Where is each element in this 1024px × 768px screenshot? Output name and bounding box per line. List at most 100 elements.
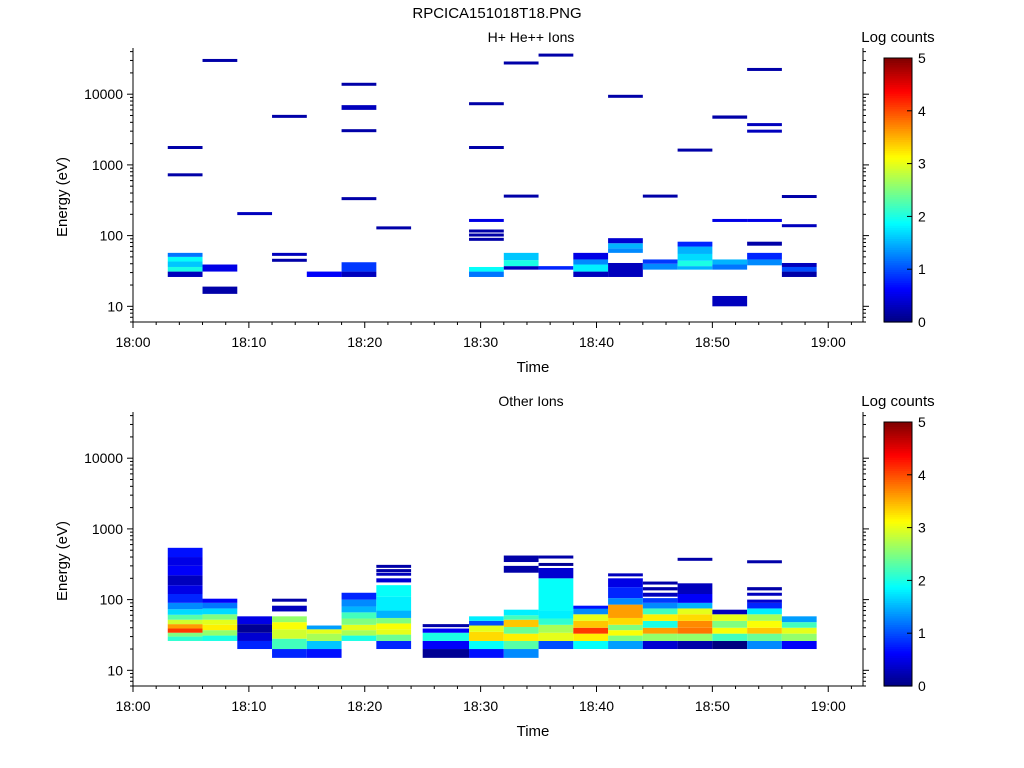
x-axis-label: Time bbox=[517, 723, 550, 740]
heatmap-cell bbox=[608, 238, 643, 244]
colorbar-band bbox=[884, 505, 912, 509]
colorbar-band bbox=[884, 472, 912, 476]
colorbar-band bbox=[884, 106, 912, 110]
heatmap-cell bbox=[167, 557, 203, 566]
heatmap-cell bbox=[538, 578, 574, 611]
colorbar-band bbox=[884, 119, 912, 123]
heatmap-cell bbox=[306, 649, 342, 658]
heatmap-cell bbox=[608, 573, 643, 577]
y-tick-label: 10000 bbox=[84, 450, 123, 466]
heatmap-cell bbox=[608, 578, 643, 588]
heatmap-cell bbox=[272, 622, 307, 630]
colorbar-band bbox=[884, 130, 912, 134]
colorbar-frame bbox=[883, 57, 913, 323]
colorbar-tick-label: 0 bbox=[918, 314, 926, 330]
colorbar-band bbox=[884, 108, 912, 112]
heatmap-cell bbox=[642, 598, 678, 603]
colorbar-band bbox=[884, 560, 912, 564]
colorbar-band bbox=[884, 286, 912, 290]
colorbar-band bbox=[884, 664, 912, 667]
colorbar-band bbox=[884, 121, 912, 125]
heatmap-cell bbox=[712, 264, 748, 270]
y-tick-label: 10000 bbox=[84, 86, 123, 102]
y-axis-label: Energy (eV) bbox=[54, 157, 71, 237]
heatmap-cell bbox=[573, 259, 609, 265]
heatmap-cell bbox=[376, 617, 412, 624]
heatmap-cell bbox=[642, 614, 678, 621]
colorbar-band bbox=[884, 192, 912, 195]
colorbar-band bbox=[884, 430, 912, 434]
colorbar-band bbox=[884, 562, 912, 566]
colorbar-band bbox=[884, 503, 912, 507]
colorbar-band bbox=[884, 450, 912, 454]
colorbar-band bbox=[884, 620, 912, 623]
colorbar-band bbox=[884, 459, 912, 463]
heatmap-cell bbox=[538, 618, 574, 625]
colorbar-band bbox=[884, 534, 912, 537]
heatmap-cell bbox=[503, 266, 539, 270]
colorbar-band bbox=[884, 181, 912, 184]
colorbar-band bbox=[884, 240, 912, 244]
colorbar-band bbox=[884, 529, 912, 533]
heatmap-cell bbox=[608, 630, 643, 636]
colorbar-band bbox=[884, 209, 912, 213]
colorbar-band bbox=[884, 650, 912, 654]
heatmap-cell bbox=[642, 587, 678, 591]
colorbar-tick-label: 2 bbox=[918, 572, 926, 588]
colorbar-band bbox=[884, 523, 912, 526]
colorbar-band bbox=[884, 295, 912, 299]
colorbar-tick-label: 4 bbox=[918, 103, 926, 119]
colorbar-band bbox=[884, 289, 912, 292]
colorbar-tick-label: 2 bbox=[918, 208, 926, 224]
x-axis-label: Time bbox=[517, 359, 550, 376]
heatmap-cell bbox=[503, 565, 539, 573]
y-tick-label: 100 bbox=[100, 592, 124, 608]
colorbar-tick-label: 4 bbox=[918, 467, 926, 483]
colorbar-band bbox=[884, 677, 912, 680]
heatmap-cell bbox=[167, 271, 203, 277]
heatmap-cell bbox=[747, 129, 782, 133]
heatmap-cell bbox=[503, 260, 539, 267]
heatmap-cell bbox=[747, 620, 782, 628]
heatmap-cell bbox=[781, 633, 817, 641]
y-tick-label: 10 bbox=[107, 298, 123, 314]
colorbar-band bbox=[884, 600, 912, 603]
colorbar-band bbox=[884, 304, 912, 308]
heatmap-cell bbox=[747, 640, 782, 650]
colorbar-band bbox=[884, 280, 912, 283]
colorbar-band bbox=[884, 207, 912, 211]
heatmap-cell bbox=[677, 640, 713, 650]
colorbar-band bbox=[884, 666, 912, 669]
colorbar-band bbox=[884, 540, 912, 544]
heatmap-cell bbox=[538, 562, 574, 566]
colorbar-band bbox=[884, 670, 912, 674]
heatmap-cell bbox=[469, 146, 504, 150]
heatmap-cell bbox=[747, 67, 782, 71]
heatmap-cell bbox=[642, 194, 678, 198]
heatmap-cell bbox=[469, 616, 504, 621]
heatmap-cell bbox=[747, 259, 782, 266]
colorbar-tick-label: 3 bbox=[918, 520, 926, 536]
heatmap-cell bbox=[781, 622, 817, 628]
colorbar-band bbox=[884, 538, 912, 542]
heatmap-cell bbox=[712, 218, 748, 222]
heatmap-cell bbox=[608, 624, 643, 631]
heatmap-cell bbox=[677, 633, 713, 641]
colorbar-band bbox=[884, 642, 912, 645]
colorbar-tick-label: 1 bbox=[918, 625, 926, 641]
colorbar-band bbox=[884, 163, 912, 167]
colorbar-band bbox=[884, 549, 912, 553]
heatmap-cell bbox=[341, 105, 377, 110]
colorbar-band bbox=[884, 278, 912, 281]
colorbar-band bbox=[884, 247, 912, 250]
heatmap-cell bbox=[608, 617, 643, 625]
heatmap-cell bbox=[202, 286, 238, 294]
colorbar-band bbox=[884, 661, 912, 665]
heatmap-cell bbox=[677, 266, 713, 270]
heatmap-cell bbox=[642, 627, 678, 634]
heatmap-cell bbox=[376, 629, 412, 635]
colorbar-tick-label: 1 bbox=[918, 261, 926, 277]
colorbar-band bbox=[884, 615, 912, 619]
colorbar-band bbox=[884, 146, 912, 149]
